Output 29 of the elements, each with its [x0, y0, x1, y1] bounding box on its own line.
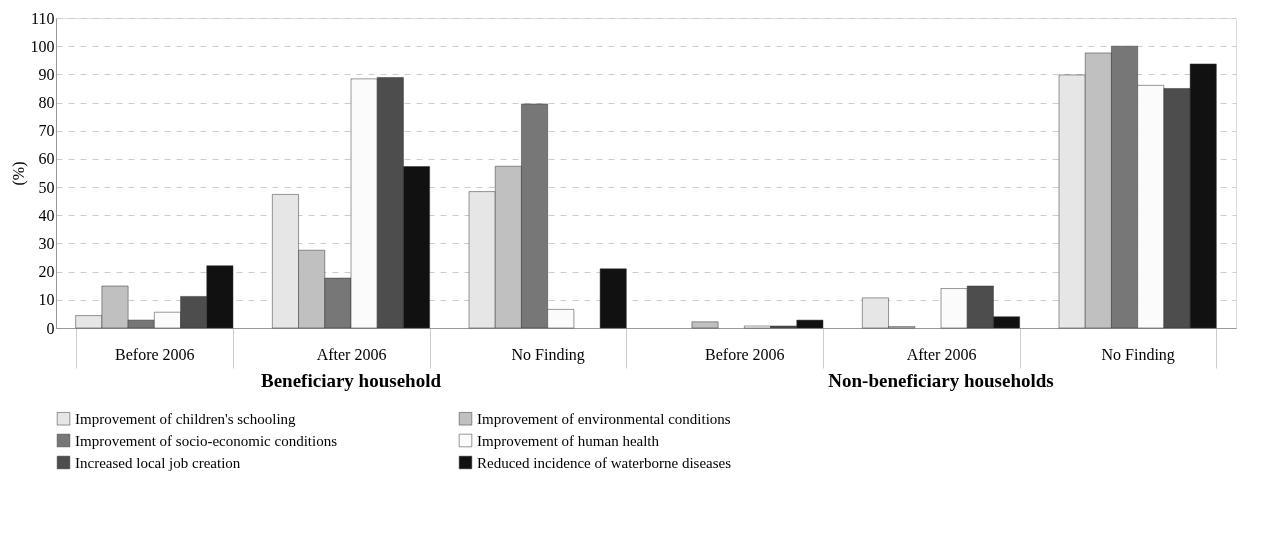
x-tick-label: After 2006 [906, 345, 977, 363]
legend-label: Improvement of socio-economic conditions [75, 432, 338, 449]
legend-label: Increased local job creation [75, 454, 241, 471]
y-axis-title: (%) [9, 161, 28, 186]
y-tick-label: 50 [38, 178, 55, 196]
y-tick-label: 90 [38, 65, 55, 83]
x-tick-label: Before 2006 [705, 345, 785, 363]
x-tick-label: No Finding [511, 345, 585, 364]
y-tick-label: 100 [30, 37, 55, 55]
legend-label: Improvement of human health [477, 432, 660, 449]
y-tick-label: 110 [31, 9, 55, 27]
bar [691, 321, 719, 329]
y-tick-label: 60 [38, 150, 55, 168]
text: Non-beneficiary households [828, 370, 1054, 391]
text: Beneficiary household [261, 370, 442, 391]
y-tick-label: 20 [38, 263, 55, 281]
x-tick-label: After 2006 [316, 345, 387, 363]
legend-label: Improvement of environmental conditions [477, 410, 731, 427]
x-tick-label: No Finding [1101, 345, 1175, 364]
y-tick-label: 0 [46, 319, 55, 337]
y-tick-label: 30 [38, 234, 55, 252]
y-tick-label: 40 [38, 206, 55, 224]
legend-label: Reduced incidence of waterborne diseases [477, 454, 732, 471]
y-tick-label: 80 [38, 94, 55, 112]
bar [599, 268, 627, 329]
y-tick-label: 70 [38, 122, 55, 140]
legend-label: Improvement of children's schooling [75, 410, 297, 427]
x-tick-label: Before 2006 [115, 345, 195, 363]
y-tick-label: 10 [38, 291, 55, 309]
